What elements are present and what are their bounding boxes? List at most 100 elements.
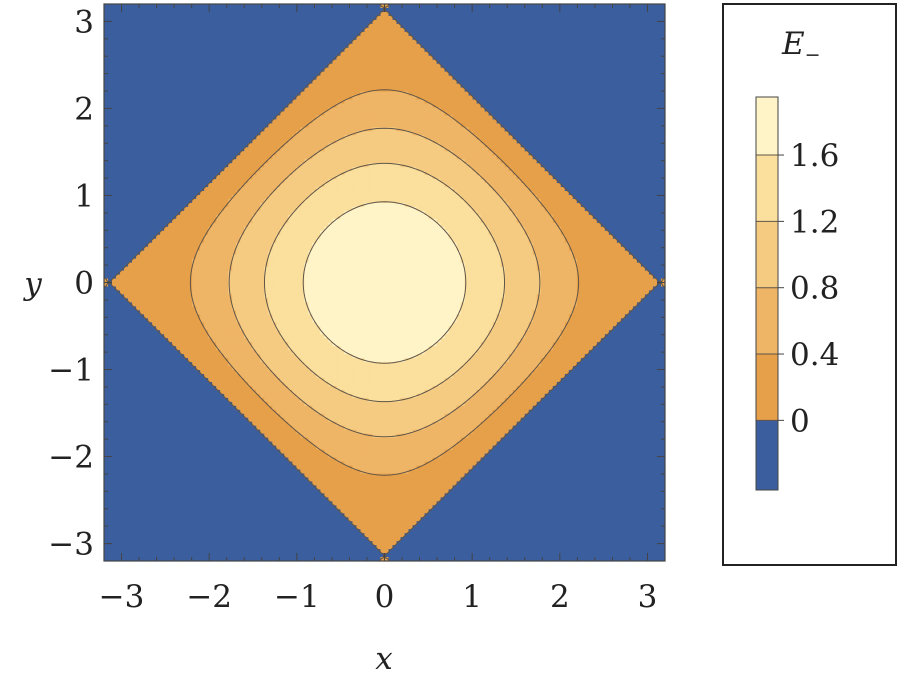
contour-cell [180, 262, 185, 268]
contour-cell [128, 397, 133, 403]
contour-cell [184, 35, 189, 41]
contour-cell [108, 151, 113, 156]
contour-cell [240, 202, 245, 208]
contour-cell [200, 95, 205, 101]
contour-cell [176, 218, 181, 224]
contour-cell [244, 330, 249, 335]
contour-cell [184, 155, 189, 160]
contour-cell [176, 409, 181, 415]
contour-cell [232, 266, 237, 272]
contour-cell [108, 119, 113, 124]
contour-cell [176, 469, 181, 475]
contour-cell [104, 405, 109, 411]
contour-cell [168, 4, 173, 9]
contour-cell [224, 346, 229, 351]
contour-cell [196, 11, 201, 17]
contour-cell [156, 55, 161, 61]
contour-cell [140, 409, 145, 415]
contour-cell [188, 477, 193, 483]
contour-cell [152, 306, 157, 311]
contour-cell [112, 417, 117, 423]
contour-cell [172, 202, 177, 208]
contour-cell [140, 218, 145, 224]
contour-cell [124, 346, 129, 351]
contour-cell [216, 214, 221, 220]
contour-cell [208, 171, 213, 176]
contour-cell [184, 163, 189, 168]
contour-cell [224, 457, 229, 463]
contour-cell [200, 354, 205, 359]
contour-cell [224, 433, 229, 439]
contour-cell [136, 246, 141, 252]
contour-cell [128, 513, 133, 518]
contour-cell [108, 214, 113, 220]
contour-cell [116, 210, 121, 216]
contour-cell [104, 298, 109, 303]
contour-cell [160, 389, 165, 395]
contour-cell [108, 47, 113, 53]
contour-cell [120, 517, 125, 522]
contour-cell [172, 445, 177, 451]
contour-cell [108, 501, 113, 506]
contour-cell [204, 167, 209, 172]
contour-cell [188, 389, 193, 395]
contour-cell [180, 79, 185, 85]
contour-cell [196, 377, 201, 383]
contour-cell [144, 330, 149, 335]
contour-cell [200, 194, 205, 200]
contour-cell [196, 4, 201, 9]
contour-cell [160, 51, 165, 57]
contour-cell [164, 238, 169, 244]
contour-cell [232, 489, 237, 494]
contour-cell [244, 358, 249, 363]
contour-cell [132, 509, 137, 514]
contour-cell [148, 39, 153, 45]
contour-cell [136, 147, 141, 152]
contour-cell [224, 437, 229, 443]
contour-cell [184, 27, 189, 33]
contour-cell [196, 342, 201, 347]
contour-cell [104, 230, 109, 236]
contour-cell [212, 354, 217, 359]
contour-cell [204, 397, 209, 403]
contour-cell [212, 111, 217, 116]
contour-cell [136, 63, 141, 69]
contour-cell [112, 433, 117, 439]
contour-cell [204, 87, 209, 93]
contour-cell [108, 230, 113, 236]
contour-cell [144, 338, 149, 343]
contour-cell [148, 75, 153, 81]
contour-cell [164, 473, 169, 479]
contour-cell [208, 433, 213, 439]
contour-cell [212, 401, 217, 407]
contour-cell [176, 342, 181, 347]
contour-cell [232, 119, 237, 124]
contour-cell [204, 143, 209, 148]
contour-cell [236, 187, 241, 192]
contour-cell [116, 306, 121, 311]
contour-cell [244, 298, 249, 303]
contour-cell [216, 449, 221, 455]
contour-cell [160, 250, 165, 256]
contour-cell [224, 421, 229, 427]
contour-cell [208, 7, 213, 13]
contour-cell [200, 453, 205, 459]
contour-cell [120, 505, 125, 510]
contour-cell [240, 429, 245, 435]
contour-cell [144, 417, 149, 423]
contour-cell [116, 135, 121, 140]
contour-cell [172, 87, 177, 93]
contour-cell [148, 218, 153, 224]
contour-cell [128, 413, 133, 419]
contour-cell [180, 179, 185, 184]
contour-cell [184, 206, 189, 212]
contour-cell [160, 187, 165, 192]
contour-cell [236, 39, 241, 45]
contour-cell [188, 59, 193, 65]
contour-cell [240, 481, 245, 487]
contour-cell [140, 91, 145, 97]
contour-cell [104, 505, 109, 510]
contour-cell [160, 381, 165, 387]
contour-cell [200, 465, 205, 471]
contour-cell [212, 362, 217, 367]
